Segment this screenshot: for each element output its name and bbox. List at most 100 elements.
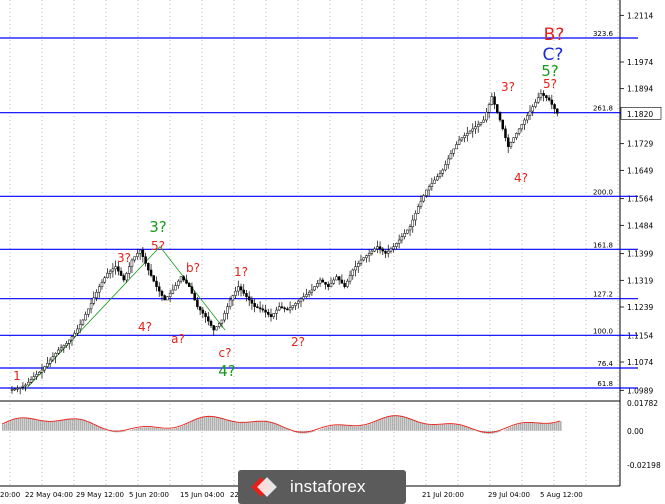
candle-body <box>313 286 316 291</box>
candle-body <box>171 289 175 294</box>
oscillator-bar <box>420 422 422 431</box>
candle-body <box>446 158 450 165</box>
oscillator-bar <box>198 418 200 431</box>
oscillator-bar <box>426 424 428 431</box>
candle-body <box>460 137 464 141</box>
candle-body <box>392 246 395 250</box>
oscillator-bar <box>536 423 538 431</box>
candle-body <box>106 273 109 279</box>
oscillator-bar <box>500 430 502 432</box>
oscillator-bar <box>92 423 94 431</box>
candle-body <box>147 263 150 271</box>
candle-body <box>256 306 259 309</box>
candle-body <box>367 253 371 256</box>
oscillator-bar <box>550 423 552 431</box>
candle-body <box>138 249 142 254</box>
candle-body <box>496 104 499 113</box>
oscillator-bar <box>318 429 320 431</box>
oscillator-bar <box>186 424 188 431</box>
candle-body <box>523 119 526 125</box>
oscillator-bar <box>378 420 380 431</box>
oscillator-bar <box>468 427 470 431</box>
candle-body <box>29 379 33 383</box>
instaforex-banner[interactable]: instaforex <box>238 470 406 504</box>
candle-body <box>228 299 232 307</box>
oscillator-signal-line <box>1 415 561 433</box>
oscillator-bar <box>208 415 210 431</box>
oscillator-bar <box>120 430 122 433</box>
oscillator-bar <box>178 427 180 431</box>
price-tick-label: 1.1564 <box>627 195 653 204</box>
time-axis-label: 29 May 12:00 <box>76 491 124 499</box>
wave-label: 5? <box>543 77 557 91</box>
oscillator-bar <box>116 430 118 433</box>
candle-body <box>536 97 540 103</box>
candle-body <box>10 389 14 391</box>
oscillator-bar <box>324 427 326 431</box>
candle-body <box>318 279 322 284</box>
oscillator-bar <box>118 430 120 433</box>
candle-body <box>38 371 41 375</box>
oscillator-bar <box>472 429 474 431</box>
oscillator-bar <box>74 418 76 431</box>
oscillator-bar <box>336 425 338 431</box>
oscillator-bar <box>154 427 156 431</box>
candle-body <box>136 253 139 257</box>
oscillator-bar <box>132 429 134 431</box>
price-tick-label: 1.1074 <box>627 358 653 367</box>
oscillator-bar <box>408 417 410 431</box>
candle-body <box>389 248 393 252</box>
oscillator-bar <box>174 428 176 431</box>
oscillator-bar <box>218 417 220 431</box>
candle-body <box>346 280 349 287</box>
oscillator-bar <box>446 424 448 431</box>
oscillator-bar <box>90 422 92 431</box>
oscillator-bar <box>138 428 140 431</box>
candle-body <box>299 298 303 302</box>
candle-body <box>397 239 401 244</box>
oscillator-bar <box>76 418 78 431</box>
oscillator-bar <box>230 420 232 431</box>
oscillator-bar <box>48 421 50 431</box>
oscillator-bar <box>12 419 14 431</box>
oscillator-bar <box>124 430 126 432</box>
candle-body <box>547 97 551 101</box>
candle-body <box>46 363 49 367</box>
oscillator-bar <box>348 425 350 431</box>
candle-body <box>185 279 188 284</box>
oscillator-bar <box>398 415 400 431</box>
oscillator-bar <box>164 428 166 431</box>
oscillator-bar <box>44 421 46 431</box>
oscillator-bar <box>394 415 396 431</box>
time-axis-label: 29 Jul 04:00 <box>488 491 530 499</box>
candle-body <box>277 306 281 311</box>
candle-body <box>335 276 338 281</box>
candle-body <box>166 296 169 301</box>
oscillator-bar <box>78 418 80 431</box>
oscillator-bar <box>358 426 360 431</box>
oscillator-bar <box>326 427 328 431</box>
candle-body <box>403 233 406 237</box>
oscillator-bar <box>350 426 352 431</box>
oscillator-bar <box>56 421 58 431</box>
wave-label: 3? <box>501 80 515 94</box>
candle-body <box>302 296 305 300</box>
oscillator-bar <box>40 420 42 431</box>
oscillator-bar <box>418 421 420 431</box>
oscillator-bar <box>552 423 554 431</box>
oscillator-bar <box>232 421 234 431</box>
fib-level-label: 127.2 <box>593 291 613 299</box>
candle-body <box>24 384 27 387</box>
oscillator-bar <box>104 429 106 431</box>
candle-body <box>51 356 55 361</box>
candle-body <box>13 388 16 391</box>
oscillator-bar <box>2 424 4 431</box>
oscillator-bar <box>80 419 82 431</box>
price-tick-label: 1.1649 <box>627 166 653 175</box>
candle-body <box>395 243 398 247</box>
oscillator-bar <box>234 421 236 431</box>
oscillator-bar <box>280 426 282 431</box>
instaforex-logo-icon <box>251 477 277 497</box>
oscillator-bar <box>392 415 394 431</box>
